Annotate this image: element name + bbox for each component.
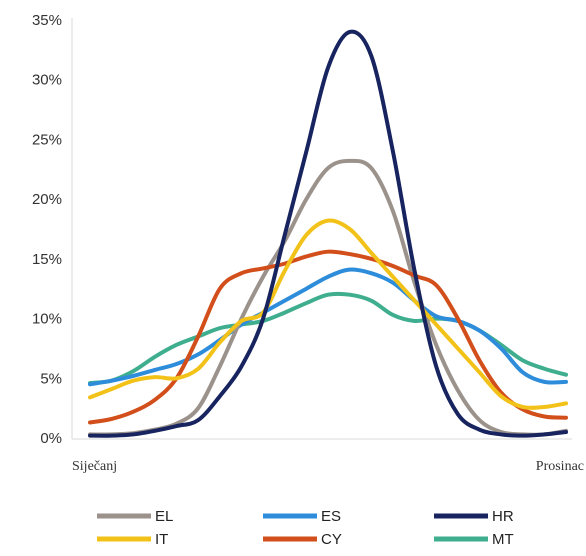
y-tick-label: 25% bbox=[32, 131, 62, 148]
y-tick-label: 10% bbox=[32, 311, 62, 328]
legend: EL ES HR IT CY MT bbox=[97, 508, 514, 548]
legend-label: EL bbox=[155, 508, 173, 525]
y-tick-label: 0% bbox=[40, 430, 62, 447]
legend-label: CY bbox=[321, 531, 342, 548]
y-tick-label: 5% bbox=[40, 370, 62, 387]
legend-item-hr: HR bbox=[434, 508, 514, 525]
y-tick-label: 15% bbox=[32, 251, 62, 268]
series-lines bbox=[88, 29, 568, 438]
series-line-hr bbox=[88, 29, 568, 438]
legend-item-mt: MT bbox=[434, 531, 514, 548]
series-line-it bbox=[88, 218, 568, 410]
x-tick-labels: Siječanj Prosinac bbox=[72, 459, 584, 474]
y-tick-label: 20% bbox=[32, 191, 62, 208]
legend-item-it: IT bbox=[97, 531, 168, 548]
legend-label: IT bbox=[155, 531, 168, 548]
legend-label: ES bbox=[321, 508, 341, 525]
y-tick-label: 35% bbox=[32, 12, 62, 29]
x-tick-label-start: Siječanj bbox=[72, 459, 117, 474]
legend-item-el: EL bbox=[97, 508, 173, 525]
legend-item-cy: CY bbox=[263, 531, 342, 548]
y-tick-label: 30% bbox=[32, 72, 62, 89]
legend-item-es: ES bbox=[263, 508, 341, 525]
y-tick-labels: 0% 5% 10% 15% 20% 25% 30% 35% bbox=[32, 12, 62, 447]
legend-label: HR bbox=[492, 508, 514, 525]
series-line-cy bbox=[88, 249, 568, 425]
x-tick-label-end: Prosinac bbox=[536, 459, 584, 474]
series-line-es bbox=[88, 267, 568, 387]
legend-label: MT bbox=[492, 531, 514, 548]
